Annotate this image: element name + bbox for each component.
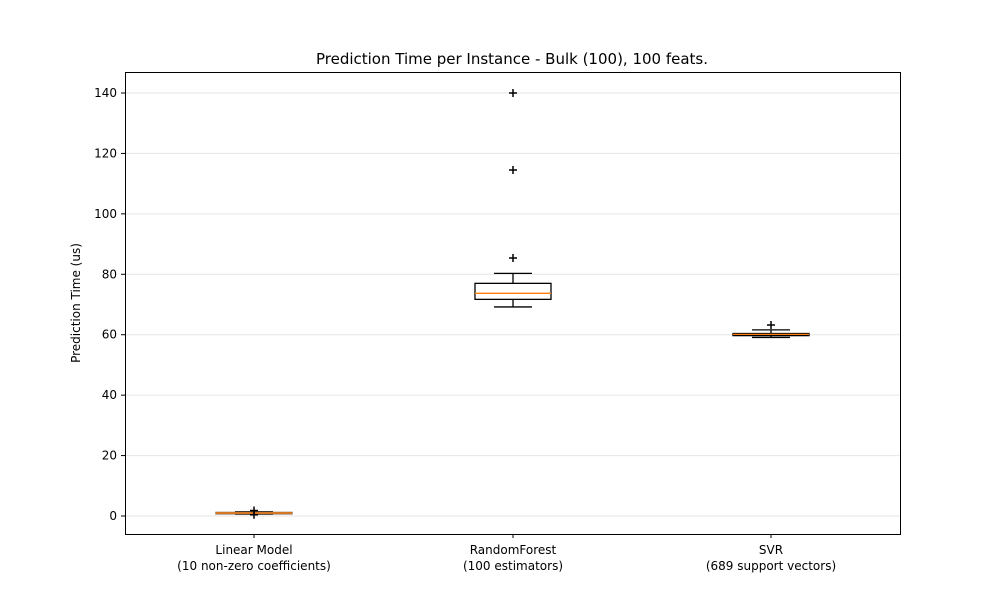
y-tick-label: 100: [94, 207, 117, 221]
y-tick-label: 0: [109, 509, 117, 523]
flier: [509, 166, 517, 175]
plot-frame: [125, 72, 901, 535]
flier: [767, 321, 775, 330]
box-1: [474, 89, 552, 308]
x-tick-label: (10 non-zero coefficients): [177, 559, 331, 573]
y-tick-label: 20: [102, 449, 117, 463]
flier: [250, 510, 258, 519]
y-tick-label: 40: [102, 388, 117, 402]
y-axis-label: Prediction Time (us): [69, 243, 83, 363]
flier: [509, 253, 517, 262]
y-tick-label: 140: [94, 86, 117, 100]
y-tick-label: 60: [102, 328, 117, 342]
x-tick-label: Linear Model: [215, 543, 292, 557]
box-2: [732, 321, 810, 339]
y-tick-label: 120: [94, 146, 117, 160]
x-tick-label: SVR: [759, 543, 783, 557]
x-tick-label: RandomForest: [470, 543, 557, 557]
flier: [509, 89, 517, 97]
x-tick-label: (689 support vectors): [706, 559, 836, 573]
chart-title: Prediction Time per Instance - Bulk (100…: [316, 50, 708, 68]
box-0: [215, 506, 293, 519]
box: [474, 282, 552, 301]
y-tick-label: 80: [102, 267, 117, 281]
x-tick-label: (100 estimators): [463, 559, 563, 573]
